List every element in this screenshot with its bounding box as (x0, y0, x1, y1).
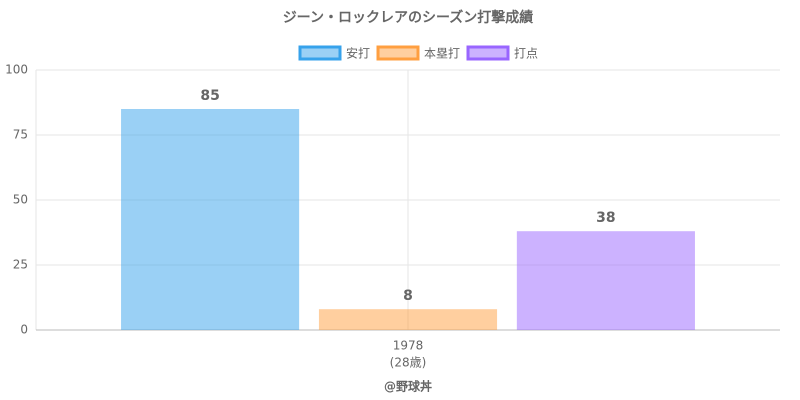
legend-label: 打点 (514, 47, 538, 61)
x-tick-sublabel: (28歳) (390, 356, 427, 370)
y-tick-label: 75 (13, 128, 28, 142)
legend-swatch (298, 45, 342, 61)
legend-label: 安打 (346, 46, 370, 61)
chart-title: ジーン・ロックレアのシーズン打撃成績 (283, 9, 534, 26)
bar (121, 109, 300, 330)
legend-swatch (376, 45, 420, 61)
bar (516, 231, 695, 330)
legend-swatch (466, 45, 510, 61)
y-tick-label: 0 (20, 323, 28, 337)
y-tick-label: 50 (13, 193, 28, 207)
credit: @野球丼 (384, 379, 432, 394)
data-label: 8 (403, 288, 413, 304)
legend-label: 本塁打 (424, 47, 460, 61)
data-label: 85 (200, 88, 219, 104)
x-tick-label: 1978 (393, 339, 424, 353)
y-tick-label: 100 (5, 63, 28, 77)
y-tick-label: 25 (13, 258, 28, 272)
data-label: 38 (596, 210, 615, 226)
bar (318, 309, 498, 330)
